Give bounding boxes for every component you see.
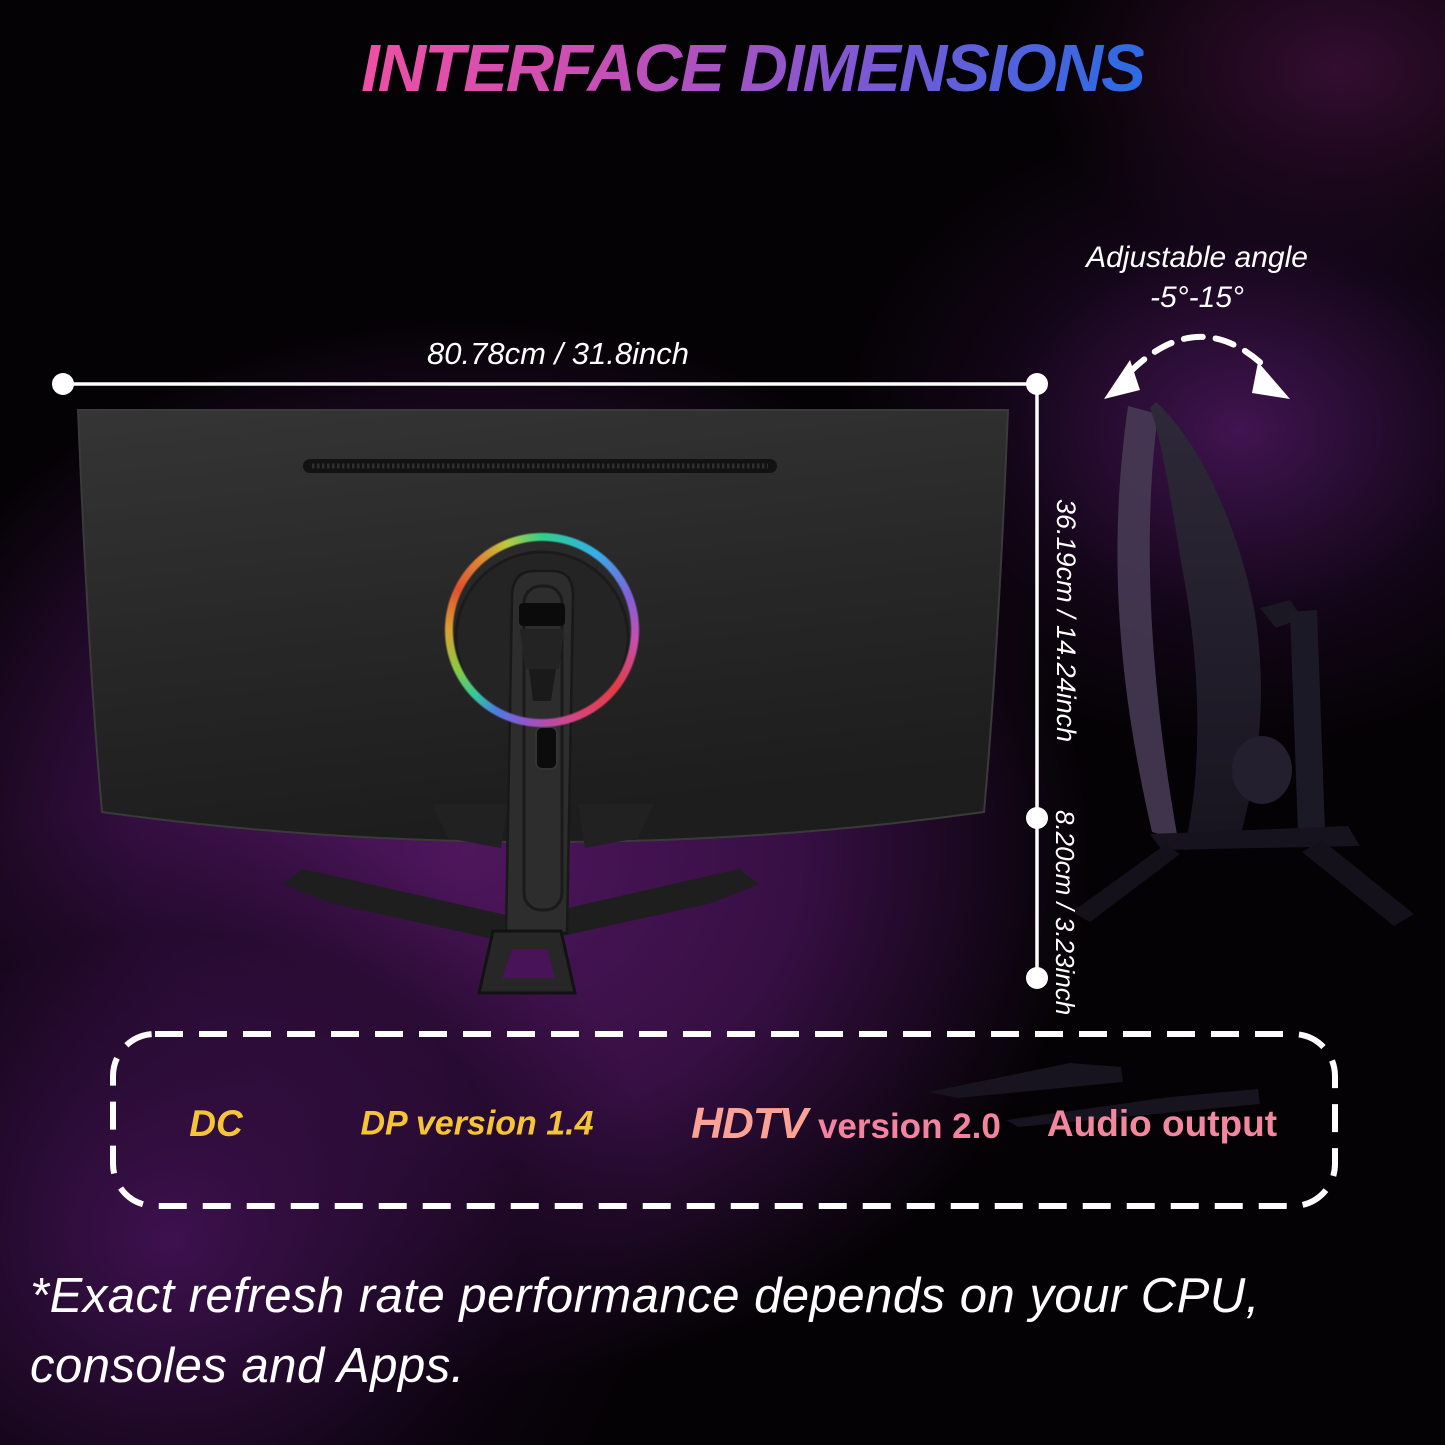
ports-box-border xyxy=(110,1031,1338,1209)
port-label-hdtv: HDTV version 2.0 xyxy=(691,1099,1001,1149)
side-foot-bar xyxy=(1150,826,1360,850)
height-dimension-label: 36.19cm / 14.24inch xyxy=(1051,499,1081,743)
rgb-ring-light xyxy=(443,531,641,729)
footnote-line1: *Exact refresh rate performance depends … xyxy=(30,1269,1260,1323)
tilted-ghost-panel xyxy=(1117,406,1178,840)
page-title: INTERFACE DIMENSIONS xyxy=(361,31,1146,106)
panel-bottom-fin-left xyxy=(432,804,508,848)
port-label-dp-text: DP version 1.4 xyxy=(360,1104,594,1143)
side-panel xyxy=(1150,402,1261,850)
footnote-line2: consoles and Apps. xyxy=(30,1338,465,1393)
side-leg-blade-upper xyxy=(928,1063,1123,1098)
angle-arrow xyxy=(1104,333,1290,399)
port-label-hdtv-text: version 2.0 xyxy=(817,1107,1001,1146)
port-label-dc-text: DC xyxy=(189,1103,243,1144)
side-rear-leg xyxy=(1072,844,1180,922)
adjustable-angle-line2: -5°-15° xyxy=(1149,280,1245,314)
side-leg-blade-lower xyxy=(1006,1089,1260,1127)
stand-height-dimension-label: 8.20cm / 3.23inch xyxy=(1050,810,1080,1016)
adjustable-angle-label: Adjustable angle -5°-15° xyxy=(1086,238,1308,317)
dimension-lines xyxy=(52,373,1048,989)
port-label-hdtv-em: HDTV xyxy=(691,1099,808,1148)
adjustable-angle-line1: Adjustable angle xyxy=(1086,241,1308,274)
refresh-rate-footnote: *Exact refresh rate performance depends … xyxy=(30,1262,1260,1401)
stand-release-latch xyxy=(535,726,558,770)
width-dimension-label: 80.78cm / 31.8inch xyxy=(427,336,689,371)
side-front-leg xyxy=(1302,840,1414,926)
monitor-side-view xyxy=(928,402,1414,1127)
port-label-audio-output: Audio output xyxy=(1047,1103,1277,1145)
side-stand-column xyxy=(1290,610,1325,832)
side-hinge xyxy=(1232,736,1292,804)
port-label-audio-text: Audio output xyxy=(1046,1103,1278,1144)
panel-bottom-fin-right xyxy=(578,804,654,848)
vent-strip xyxy=(303,459,777,473)
stand-foot-hole xyxy=(502,949,555,978)
port-label-dc: DC xyxy=(189,1103,242,1145)
port-label-dp: DP version 1.4 xyxy=(360,1105,593,1144)
